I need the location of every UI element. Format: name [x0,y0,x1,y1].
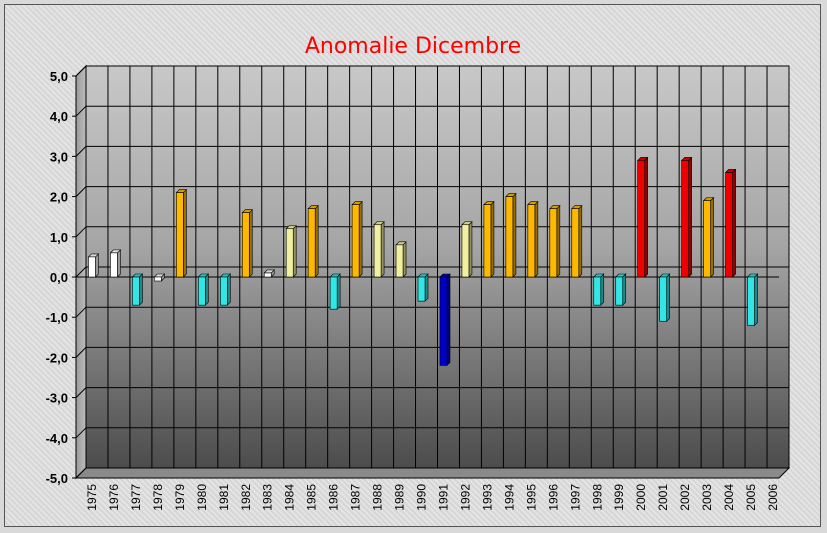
x-tick-label: 1986 [327,484,341,511]
bar-1977 [131,273,144,306]
x-tick-label: 1987 [349,484,363,511]
x-tick-label: 1997 [568,484,582,511]
bar-1983 [263,269,275,278]
bar-1998 [593,273,605,306]
gridline-side [75,146,87,157]
x-tick-label: 1998 [590,484,604,511]
y-tick-label: 1,0 [50,230,68,245]
y-tick-label: 5,0 [50,69,68,84]
bar-2004 [724,168,737,278]
y-tick-label: 4,0 [50,109,68,124]
y-tick-label: -2,0 [46,350,68,365]
x-axis-ticks: 1975 1976 1977 1978 1979 1980 1981 1982 1983 1984… [85,484,780,511]
x-tick-label: 1984 [283,484,297,511]
y-tick-label: 2,0 [50,190,68,205]
y-tick-label: -3,0 [46,391,68,406]
bar-1984 [285,225,297,278]
x-tick-label: 1994 [502,484,516,511]
y-tick-label: 0,0 [50,270,68,285]
bar-1980 [197,273,210,306]
x-tick-label: 2000 [634,484,648,511]
x-tick-label: 1975 [85,484,99,511]
bar-1986 [329,273,341,310]
gridline-side [75,467,87,479]
x-tick-label: 2003 [700,484,714,511]
gridline-side [75,347,87,358]
bar-1995 [527,200,539,278]
y-tick-label: -1,0 [46,310,68,325]
x-tick-label: 1993 [480,484,494,511]
x-tick-label: 2002 [678,484,692,511]
x-tick-label: 2001 [656,484,670,511]
x-tick-label: 1976 [107,484,121,511]
x-tick-label: 1985 [305,484,319,511]
plot-area [74,64,791,480]
bar-1993 [483,200,495,278]
plot-floor [74,467,791,479]
x-tick-label: 2004 [722,484,736,511]
y-tick-label: 3,0 [50,149,68,164]
gridline-side [75,306,87,318]
bar-2001 [658,273,671,322]
bar-1987 [351,200,363,278]
bar-1975 [87,253,100,278]
chart-title: Anomalie Dicembre [305,34,521,59]
bar-1981 [219,273,232,306]
bar-2003 [702,196,715,278]
bar-1994 [505,192,517,278]
bars-group [87,156,759,367]
bar-1978 [153,273,166,282]
x-tick-label: 1992 [458,484,472,511]
x-tick-label: 2006 [766,484,780,511]
gridline-side [75,266,87,278]
bar-1997 [571,204,583,278]
x-tick-label: 1996 [546,484,560,511]
bar-1996 [549,204,561,278]
x-tick-label: 1981 [217,484,231,511]
x-tick-label: 1977 [129,484,143,511]
bar-1991 [439,273,451,367]
gridline-side [75,226,87,238]
gridline-side [75,387,87,398]
bar-1976 [109,249,122,278]
x-tick-label: 1979 [173,484,187,511]
bar-1989 [395,241,407,278]
bar-1992 [461,221,473,278]
x-tick-label: 1991 [436,484,450,511]
bar-1979 [175,188,188,278]
bar-2002 [680,156,693,278]
gridline-side [75,65,87,77]
x-tick-label: 1989 [393,484,407,511]
bar-1985 [307,204,319,278]
y-tick-label: -5,0 [46,471,68,486]
x-tick-label: 2005 [744,484,758,511]
gridline-side [75,186,87,197]
bar-1999 [615,273,627,306]
bar-1988 [373,221,385,278]
x-tick-label: 1982 [239,484,253,511]
gridline-side [75,427,87,439]
y-axis-ticks: 5,0 4,0 3,0 2,0 1,0 0,0 -1,0 -2,0 -3,0 -4,0 -5,0 [46,69,76,486]
gridline-side [75,105,87,117]
x-tick-label: 1988 [371,484,385,511]
bar-2000 [636,156,649,278]
bar-1990 [417,273,429,302]
x-tick-label: 1999 [612,484,626,511]
x-tick-label: 1980 [195,484,209,511]
y-tick-label: -4,0 [46,431,68,446]
x-tick-label: 1995 [524,484,538,511]
x-tick-label: 1990 [415,484,429,511]
x-tick-label: 1983 [261,484,275,511]
bar-1982 [241,208,253,278]
x-tick-label: 1978 [151,484,165,511]
bar-2005 [746,273,759,326]
